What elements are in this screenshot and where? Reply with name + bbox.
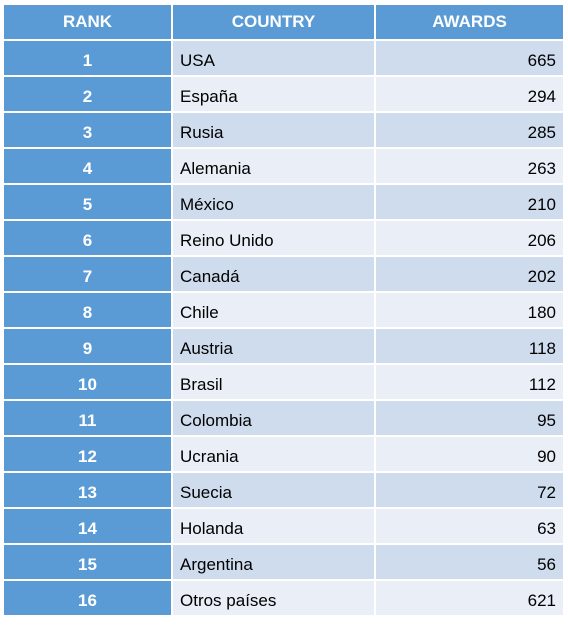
table-row: 8 Chile 180: [2, 291, 565, 329]
table-row: 4 Alemania 263: [2, 147, 565, 185]
rank-cell: 3: [2, 111, 173, 149]
table-row: 2 España 294: [2, 75, 565, 113]
country-cell: Alemania: [171, 147, 376, 185]
country-cell: Chile: [171, 291, 376, 329]
rank-cell: 4: [2, 147, 173, 185]
awards-cell: 56: [374, 543, 565, 581]
rank-cell: 15: [2, 543, 173, 581]
rank-cell: 2: [2, 75, 173, 113]
rank-cell: 6: [2, 219, 173, 257]
table-header: RANK COUNTRY AWARDS: [2, 3, 565, 41]
rank-cell: 1: [2, 39, 173, 77]
rank-cell: 12: [2, 435, 173, 473]
country-cell: Suecia: [171, 471, 376, 509]
country-cell: Holanda: [171, 507, 376, 545]
rank-cell: 5: [2, 183, 173, 221]
table-row: 6 Reino Unido 206: [2, 219, 565, 257]
awards-cell: 294: [374, 75, 565, 113]
country-cell: Ucrania: [171, 435, 376, 473]
awards-cell: 210: [374, 183, 565, 221]
table-row: 9 Austria 118: [2, 327, 565, 365]
awards-cell: 665: [374, 39, 565, 77]
table-row: 7 Canadá 202: [2, 255, 565, 293]
table-row: 1 USA 665: [2, 39, 565, 77]
table-row: 5 México 210: [2, 183, 565, 221]
country-cell: Canadá: [171, 255, 376, 293]
table-row: 13 Suecia 72: [2, 471, 565, 509]
awards-table: RANK COUNTRY AWARDS 1 USA 665 2 España 2…: [2, 3, 565, 617]
awards-cell: 285: [374, 111, 565, 149]
country-cell: Brasil: [171, 363, 376, 401]
rank-cell: 7: [2, 255, 173, 293]
table-body: 1 USA 665 2 España 294 3 Rusia 285 4 Ale…: [2, 39, 565, 617]
rank-cell: 8: [2, 291, 173, 329]
rank-cell: 11: [2, 399, 173, 437]
awards-cell: 112: [374, 363, 565, 401]
header-awards: AWARDS: [374, 3, 565, 41]
table-row: 14 Holanda 63: [2, 507, 565, 545]
table-row: 15 Argentina 56: [2, 543, 565, 581]
awards-cell: 72: [374, 471, 565, 509]
country-cell: Colombia: [171, 399, 376, 437]
table-row: 12 Ucrania 90: [2, 435, 565, 473]
table-row: 10 Brasil 112: [2, 363, 565, 401]
rank-cell: 9: [2, 327, 173, 365]
rank-cell: 10: [2, 363, 173, 401]
awards-cell: 263: [374, 147, 565, 185]
awards-cell: 180: [374, 291, 565, 329]
header-country: COUNTRY: [171, 3, 376, 41]
awards-cell: 202: [374, 255, 565, 293]
country-cell: España: [171, 75, 376, 113]
country-cell: Reino Unido: [171, 219, 376, 257]
table-row: 3 Rusia 285: [2, 111, 565, 149]
awards-table-container: RANK COUNTRY AWARDS 1 USA 665 2 España 2…: [2, 3, 565, 617]
header-rank: RANK: [2, 3, 173, 41]
country-cell: Otros países: [171, 579, 376, 617]
table-row: 16 Otros países 621: [2, 579, 565, 617]
awards-cell: 118: [374, 327, 565, 365]
rank-cell: 16: [2, 579, 173, 617]
country-cell: Austria: [171, 327, 376, 365]
header-row: RANK COUNTRY AWARDS: [2, 3, 565, 41]
country-cell: USA: [171, 39, 376, 77]
country-cell: Rusia: [171, 111, 376, 149]
rank-cell: 13: [2, 471, 173, 509]
table-row: 11 Colombia 95: [2, 399, 565, 437]
rank-cell: 14: [2, 507, 173, 545]
country-cell: México: [171, 183, 376, 221]
awards-cell: 621: [374, 579, 565, 617]
awards-cell: 206: [374, 219, 565, 257]
awards-cell: 95: [374, 399, 565, 437]
awards-cell: 90: [374, 435, 565, 473]
awards-cell: 63: [374, 507, 565, 545]
country-cell: Argentina: [171, 543, 376, 581]
